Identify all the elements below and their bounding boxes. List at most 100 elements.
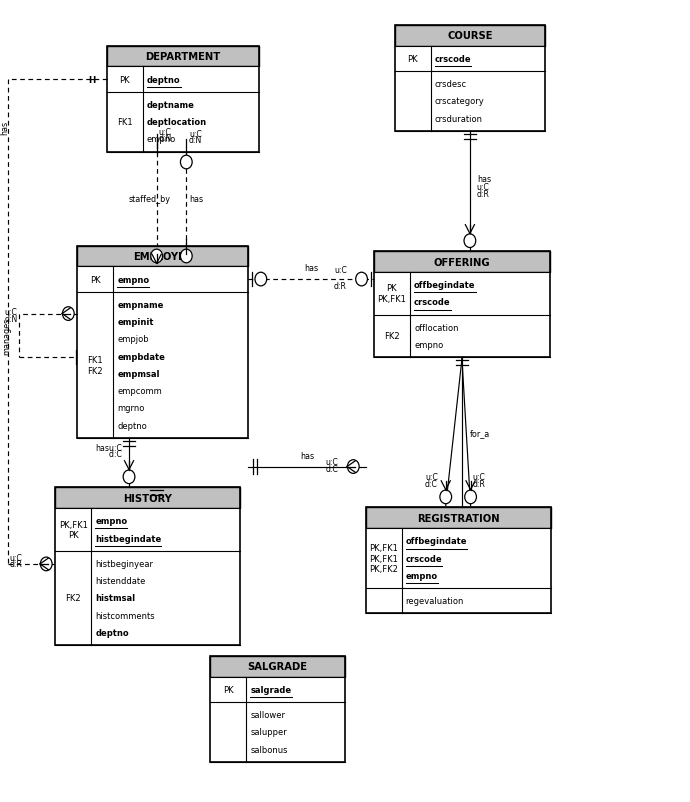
Text: d:R: d:R bbox=[473, 479, 486, 488]
Bar bbox=[107, 93, 259, 152]
Text: d:N: d:N bbox=[159, 133, 172, 143]
Bar bbox=[107, 67, 259, 92]
Text: EMPLOYEE: EMPLOYEE bbox=[134, 252, 192, 261]
Text: u:C: u:C bbox=[189, 130, 202, 140]
Text: d:C: d:C bbox=[425, 479, 438, 488]
Text: FK1: FK1 bbox=[117, 118, 132, 127]
Text: deptno: deptno bbox=[117, 421, 147, 430]
Bar bbox=[55, 488, 240, 645]
Text: FK1
FK2: FK1 FK2 bbox=[88, 355, 103, 375]
Text: histenddate: histenddate bbox=[95, 577, 146, 585]
Text: deptlocation: deptlocation bbox=[147, 118, 207, 127]
Bar bbox=[374, 273, 550, 315]
Text: has: has bbox=[1, 121, 10, 136]
Circle shape bbox=[62, 307, 75, 321]
Text: regevaluation: regevaluation bbox=[406, 597, 464, 606]
Circle shape bbox=[440, 490, 452, 504]
Bar bbox=[77, 246, 248, 267]
Text: hasu:C: hasu:C bbox=[95, 444, 122, 452]
Text: crsdesc: crsdesc bbox=[435, 80, 467, 89]
Text: FK2: FK2 bbox=[384, 332, 400, 341]
Text: PK: PK bbox=[407, 55, 418, 63]
Text: SALGRADE: SALGRADE bbox=[248, 662, 308, 671]
Text: PK,FK1
PK,FK1
PK,FK2: PK,FK1 PK,FK1 PK,FK2 bbox=[369, 543, 398, 573]
Text: u:C: u:C bbox=[159, 128, 172, 137]
Text: d:N: d:N bbox=[4, 314, 17, 323]
Circle shape bbox=[181, 250, 192, 264]
Bar bbox=[77, 246, 248, 438]
Text: histbeginyear: histbeginyear bbox=[95, 559, 153, 568]
Text: empno: empno bbox=[414, 341, 443, 350]
Bar bbox=[395, 47, 545, 72]
Text: u:C: u:C bbox=[477, 183, 490, 192]
Text: d:C: d:C bbox=[99, 450, 122, 459]
Bar bbox=[107, 47, 259, 152]
Text: deptname: deptname bbox=[147, 101, 195, 110]
Bar bbox=[107, 47, 259, 67]
Text: crsduration: crsduration bbox=[435, 115, 483, 124]
Circle shape bbox=[124, 470, 135, 484]
Text: u:C: u:C bbox=[334, 266, 347, 275]
Circle shape bbox=[255, 273, 266, 286]
Text: u:C: u:C bbox=[473, 472, 486, 482]
Text: salbonus: salbonus bbox=[250, 745, 288, 754]
Text: deptno: deptno bbox=[147, 75, 181, 84]
Text: crscode: crscode bbox=[414, 298, 451, 307]
Circle shape bbox=[181, 156, 192, 170]
Text: empinit: empinit bbox=[117, 318, 154, 326]
Bar bbox=[55, 508, 240, 551]
Text: u:C: u:C bbox=[326, 458, 339, 467]
Text: d:R: d:R bbox=[10, 559, 23, 568]
Text: PK: PK bbox=[90, 275, 101, 284]
Text: HISTORY: HISTORY bbox=[124, 493, 172, 503]
Text: has: has bbox=[304, 264, 318, 273]
Text: histcomments: histcomments bbox=[95, 611, 155, 620]
Bar bbox=[366, 529, 551, 589]
Text: sallower: sallower bbox=[250, 711, 286, 719]
Circle shape bbox=[150, 250, 163, 264]
Circle shape bbox=[348, 460, 359, 474]
Bar bbox=[395, 26, 545, 132]
Text: PK
PK,FK1: PK PK,FK1 bbox=[377, 284, 406, 304]
Text: d:N: d:N bbox=[189, 136, 202, 145]
Text: FK2: FK2 bbox=[66, 593, 81, 602]
Text: PK: PK bbox=[119, 75, 130, 84]
Bar bbox=[395, 26, 545, 47]
Text: empcomm: empcomm bbox=[117, 387, 162, 395]
Bar bbox=[366, 508, 551, 614]
Text: salgrade: salgrade bbox=[250, 685, 292, 694]
Text: empno: empno bbox=[117, 275, 150, 284]
Bar bbox=[77, 293, 248, 438]
Text: u:C: u:C bbox=[4, 308, 17, 317]
Text: offbegindate: offbegindate bbox=[406, 537, 467, 545]
Circle shape bbox=[465, 490, 477, 504]
Circle shape bbox=[464, 234, 475, 248]
Bar bbox=[374, 315, 550, 358]
Text: histbegindate: histbegindate bbox=[95, 534, 161, 543]
Text: offbegindate: offbegindate bbox=[414, 281, 475, 290]
Text: COURSE: COURSE bbox=[447, 31, 493, 41]
Bar bbox=[374, 252, 550, 358]
Bar bbox=[77, 267, 248, 293]
Text: histmsal: histmsal bbox=[95, 593, 135, 602]
Text: empjob: empjob bbox=[117, 335, 149, 344]
Bar bbox=[366, 508, 551, 529]
Circle shape bbox=[356, 273, 367, 286]
Text: has: has bbox=[300, 452, 314, 460]
Bar bbox=[210, 677, 345, 703]
Bar bbox=[374, 252, 550, 273]
Bar bbox=[55, 488, 240, 508]
Text: has: has bbox=[477, 175, 491, 184]
Text: PK,FK1
PK: PK,FK1 PK bbox=[59, 520, 88, 540]
Text: staffed_by: staffed_by bbox=[129, 195, 171, 204]
Text: manages: manages bbox=[2, 317, 11, 354]
Text: REGISTRATION: REGISTRATION bbox=[417, 513, 500, 523]
Text: mgrno: mgrno bbox=[117, 404, 145, 413]
Text: salupper: salupper bbox=[250, 727, 287, 736]
Bar bbox=[210, 656, 345, 762]
Circle shape bbox=[40, 557, 52, 571]
Text: empno: empno bbox=[406, 571, 438, 580]
Bar bbox=[210, 703, 345, 762]
Text: u:C: u:C bbox=[425, 472, 438, 482]
Text: empno: empno bbox=[95, 516, 128, 525]
